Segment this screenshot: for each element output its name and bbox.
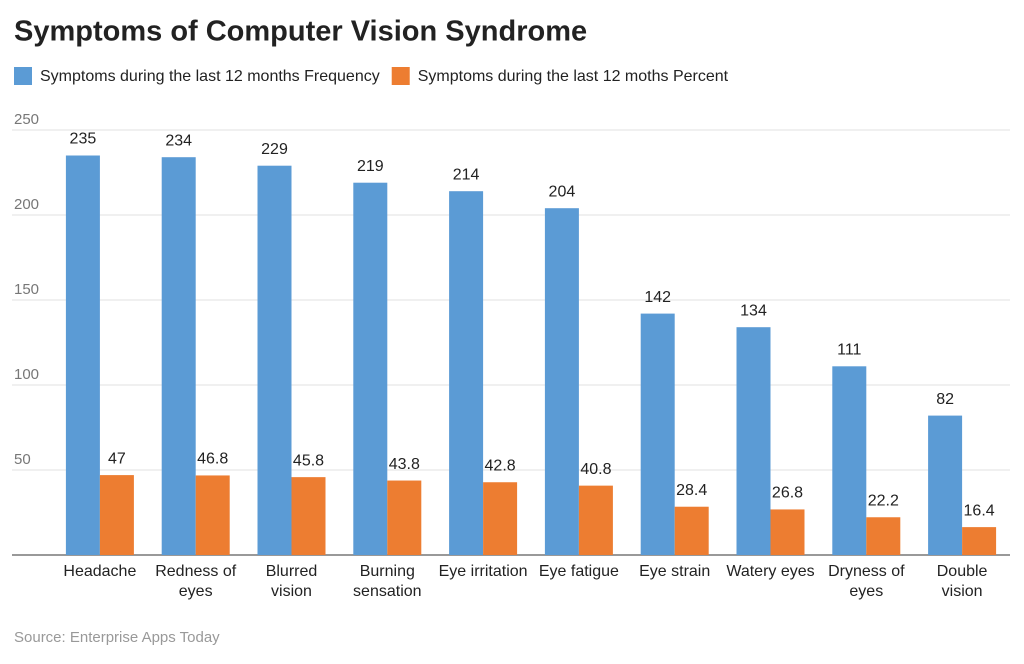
value-label: 22.2 [868,492,899,509]
x-tick-label: Headache [63,563,137,580]
value-label: 43.8 [389,456,420,473]
bar [928,415,963,555]
value-label: 42.8 [485,457,516,474]
y-tick-label: 150 [14,281,39,298]
bar [161,157,196,555]
y-tick-label: 250 [14,111,39,128]
x-tick-label: Blurred vision [265,563,318,600]
source: Source: Enterprise Apps Today [14,629,220,646]
bar [962,527,997,555]
value-label: 46.8 [197,451,228,468]
bar [387,480,422,555]
value-label: 235 [70,131,97,148]
x-tick-label: Double vision [936,563,988,600]
y-tick-label: 200 [14,196,39,213]
bar [866,517,901,555]
value-label: 142 [644,289,671,306]
value-label: 229 [261,141,288,158]
bar [257,165,292,555]
bar [578,485,613,555]
legend-swatch [14,67,32,85]
value-label: 214 [453,166,480,183]
legend-label: Symptoms during the last 12 moths Percen… [418,68,729,85]
y-tick-label: 100 [14,366,39,383]
x-tick-label: Eye strain [639,563,711,580]
value-label: 111 [837,342,861,359]
x-tick-label: Watery eyes [726,563,815,580]
value-label: 40.8 [580,461,611,478]
bar [770,509,805,555]
value-label: 45.8 [293,452,324,469]
legend-swatch [391,67,410,85]
value-label: 219 [357,158,384,175]
bar [736,327,771,555]
bar [674,506,709,555]
y-tick-label: 50 [14,451,31,468]
x-tick-label: Redness of eyes [155,563,237,600]
bar [483,482,518,555]
bar [449,191,484,555]
bar [544,208,579,555]
bar [353,182,388,555]
x-tick-label: Dryness of eyes [828,563,905,600]
x-tick-label: Burning sensation [353,563,422,600]
bar [832,366,867,555]
value-label: 26.8 [772,485,803,502]
value-label: 234 [165,132,192,149]
value-label: 28.4 [676,482,707,499]
value-label: 134 [740,302,767,319]
bar [99,475,134,555]
value-label: 204 [549,183,576,200]
bar [195,475,230,555]
x-tick-label: Eye irritation [438,563,528,580]
value-label: 47 [108,450,126,467]
x-tick-label: Eye fatigue [538,563,619,580]
legend-label: Symptoms during the last 12 months Frequ… [40,68,380,85]
value-label: 82 [936,391,954,408]
bar [291,477,326,555]
value-label: 16.4 [964,502,995,519]
bar [640,313,675,555]
bar [65,155,100,555]
chart-title: Symptoms of Computer Vision Syndrome [14,16,587,48]
